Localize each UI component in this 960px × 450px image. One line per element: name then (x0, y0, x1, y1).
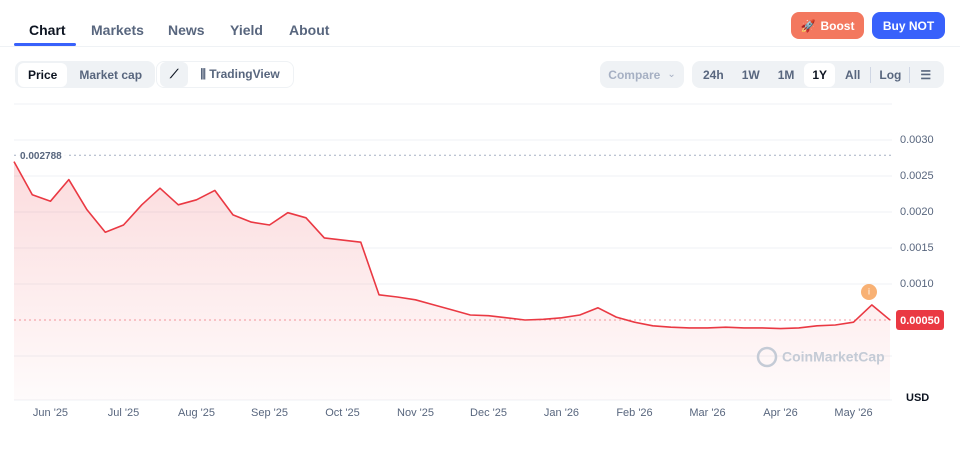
range-button[interactable]: 1M (777, 67, 795, 82)
x-tick-label: May '26 (834, 407, 872, 419)
nav-tab[interactable]: About (289, 22, 330, 38)
buy-label: Buy NOT (882, 18, 935, 33)
nav-tab[interactable]: Chart (29, 22, 66, 38)
watermark: CoinMarketCap (782, 349, 885, 365)
range-button[interactable]: All (845, 67, 861, 82)
compare-dropdown[interactable]: Compare ⌄ (600, 61, 684, 88)
y-tick-label: 0.0010 (900, 278, 934, 290)
x-tick-label: Mar '26 (689, 407, 725, 419)
x-tick-label: Apr '26 (763, 407, 798, 419)
nav-tab[interactable]: News (168, 22, 205, 38)
price-toggle[interactable]: Price (18, 62, 68, 87)
range-selector: 24h 1W 1M 1Y All Log ☰ (692, 61, 944, 88)
x-tick-label: Sep '25 (251, 407, 288, 419)
boost-button[interactable]: 🚀 Boost (791, 12, 864, 39)
log-toggle[interactable]: Log (879, 67, 902, 82)
reference-label-bg (16, 148, 66, 163)
x-tick-label: Nov '25 (397, 407, 434, 419)
x-tick-label: Dec '25 (470, 407, 507, 419)
y-tick-label: 0.0015 (900, 242, 934, 254)
settings-button[interactable]: ☰ (920, 67, 932, 82)
style-toggle: ⟋ ⫼ TradingView (156, 61, 294, 88)
buy-button[interactable]: Buy NOT (872, 12, 945, 39)
nav-tab[interactable]: Yield (230, 22, 263, 38)
reference-label: 0.002788 (20, 151, 62, 162)
range-button[interactable]: 24h (703, 67, 724, 82)
x-tick-label: Feb '26 (616, 407, 652, 419)
tab-divider (0, 46, 960, 47)
price-line (13, 161, 891, 330)
y-tick-label: 0.0020 (900, 206, 934, 218)
price-area (14, 161, 890, 400)
y-tick-label: 0.0025 (900, 170, 934, 182)
y-axis-unit: USD (906, 392, 929, 404)
compare-label: Compare (608, 67, 661, 82)
y-tick-label: 0.0030 (900, 134, 934, 146)
nav-tab[interactable]: Markets (91, 22, 144, 38)
current-price-label: 0.00050 (900, 315, 940, 327)
x-tick-label: Aug '25 (178, 407, 215, 419)
x-tick-label: Jan '26 (544, 407, 579, 419)
range-divider (909, 66, 911, 83)
x-tick-label: Jul '25 (108, 407, 139, 419)
range-button[interactable]: 1W (741, 67, 760, 82)
market-cap-toggle[interactable]: Market cap (79, 67, 143, 82)
chart: 0.0010 0.0015 0.0020 0.0025 0.0030 Jun '25 Jul… (13, 103, 944, 419)
active-tab-indicator (14, 43, 76, 46)
line-style-button[interactable]: ⟋ (160, 62, 189, 87)
range-button[interactable]: 1Y (804, 62, 836, 87)
event-marker[interactable] (861, 284, 877, 300)
boost-label: Boost (820, 18, 855, 33)
watermark-logo (756, 346, 778, 368)
range-divider (870, 66, 872, 83)
x-tick-label: Jun '25 (33, 407, 68, 419)
current-price-tag (896, 310, 944, 330)
tradingview-button[interactable]: ⫼ TradingView (200, 67, 280, 81)
event-marker-icon: i (868, 286, 870, 296)
tradingview-label: TradingView (209, 67, 280, 81)
view-toggle: Price Market cap (15, 61, 156, 88)
x-tick-label: Oct '25 (325, 407, 360, 419)
